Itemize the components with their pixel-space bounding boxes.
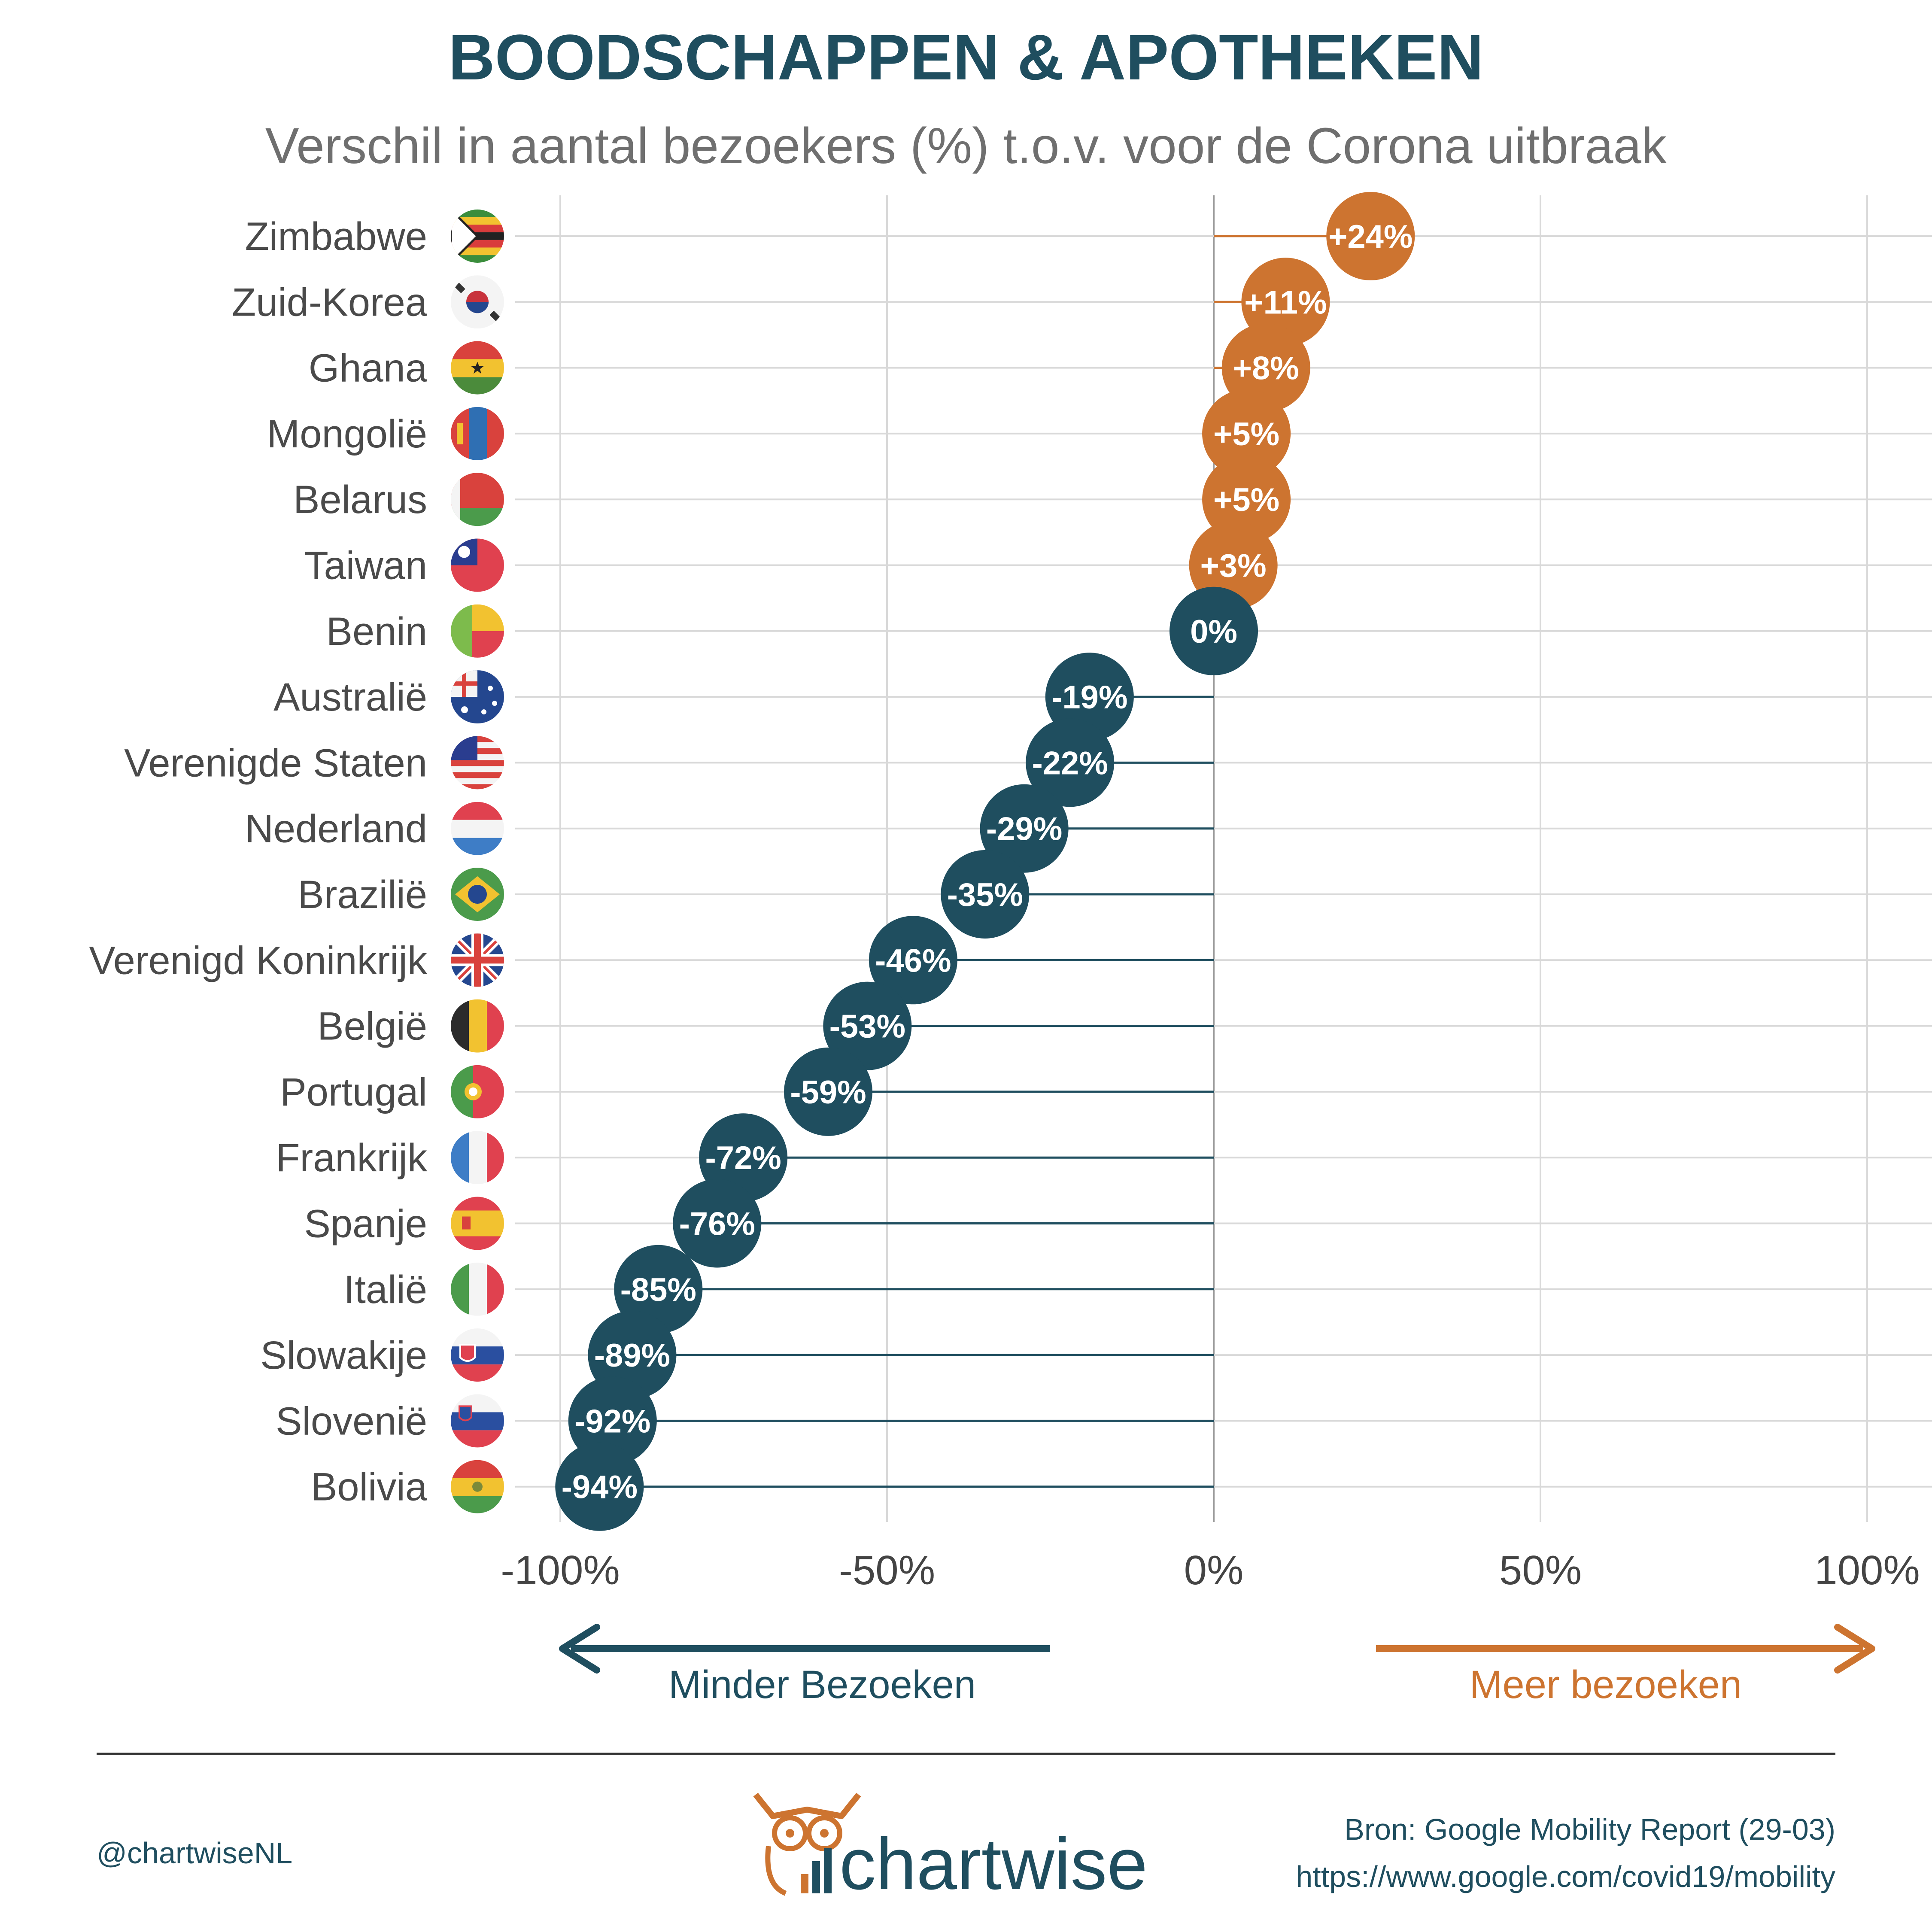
- country-label: Slowakije: [260, 1334, 427, 1377]
- australia-flag-icon: [451, 670, 504, 724]
- value-label: -72%: [705, 1140, 781, 1176]
- more-visitors-label: Meer bezoeken: [1470, 1663, 1742, 1707]
- source-line-2: https://www.google.com/covid19/mobility: [1296, 1860, 1835, 1893]
- country-label: Verenigd Koninkrijk: [89, 939, 428, 982]
- value-label: -92%: [574, 1403, 650, 1440]
- zimbabwe-flag-icon: [451, 210, 504, 263]
- country-label: Spanje: [304, 1202, 427, 1246]
- value-label: +11%: [1244, 284, 1327, 321]
- data-dot: [1326, 192, 1415, 280]
- spain-flag-icon: [451, 1197, 504, 1250]
- country-label: Bolivia: [311, 1465, 428, 1509]
- value-label: -29%: [986, 811, 1062, 848]
- country-label: Mongolië: [267, 412, 427, 456]
- slovenia-flag-icon: [451, 1394, 504, 1448]
- usa-flag-icon: [451, 736, 504, 790]
- italy-flag-icon: [451, 1262, 504, 1316]
- value-label: +24%: [1328, 219, 1413, 255]
- less-visitors-arrow: [559, 1624, 1050, 1674]
- value-label: -85%: [620, 1272, 696, 1308]
- x-tick-label: 100%: [1814, 1547, 1920, 1593]
- value-label: +3%: [1200, 548, 1267, 584]
- mongolia-flag-icon: [451, 407, 504, 460]
- marks: Zimbabwe +24% Zuid-Korea +11% Ghana +8% Mongol…: [89, 192, 1415, 1531]
- x-tick-label: -50%: [839, 1547, 935, 1593]
- data-dot: [568, 1376, 657, 1465]
- data-dot: [555, 1442, 644, 1531]
- country-label: Benin: [326, 610, 427, 653]
- country-label: Taiwan: [304, 544, 427, 588]
- x-axis: -100% -50% 0% 50% 100%: [501, 1547, 1920, 1593]
- country-label: België: [317, 1005, 427, 1048]
- data-dot: [823, 981, 912, 1070]
- source-line-1: Bron: Google Mobility Report (29-03): [1344, 1813, 1835, 1846]
- data-dot: [980, 784, 1069, 873]
- value-label: -76%: [679, 1206, 755, 1242]
- value-label: 0%: [1190, 614, 1237, 650]
- value-label: -89%: [594, 1337, 670, 1374]
- data-dot: [1170, 586, 1258, 675]
- twitter-handle: @chartwiseNL: [97, 1836, 292, 1870]
- value-label: -53%: [829, 1009, 905, 1045]
- country-label: Zuid-Korea: [232, 280, 428, 324]
- netherlands-flag-icon: [451, 802, 504, 855]
- data-dot: [673, 1179, 762, 1268]
- country-label: Brazilië: [298, 873, 427, 917]
- country-label: Verenigde Staten: [124, 741, 427, 785]
- country-label: Slovenië: [276, 1399, 427, 1443]
- x-tick-label: 0%: [1184, 1547, 1244, 1593]
- slovakia-flag-icon: [451, 1328, 504, 1382]
- data-dot: [1202, 389, 1291, 478]
- country-label: Nederland: [245, 807, 427, 851]
- owl-icon: [753, 1792, 861, 1896]
- data-dot: [869, 916, 957, 1005]
- value-label: -22%: [1032, 745, 1108, 781]
- grid: [515, 195, 1932, 1522]
- country-label: Ghana: [309, 346, 428, 390]
- value-label: -59%: [790, 1074, 866, 1111]
- value-label: -35%: [947, 877, 1023, 913]
- country-label: Italië: [344, 1268, 427, 1312]
- data-dot: [1026, 718, 1115, 807]
- belgium-flag-icon: [451, 999, 504, 1053]
- country-label: Zimbabwe: [245, 215, 427, 258]
- data-dot: [941, 850, 1030, 939]
- country-label: Frankrijk: [276, 1136, 428, 1180]
- taiwan-flag-icon: [451, 538, 504, 592]
- less-visitors-label: Minder Bezoeken: [668, 1663, 976, 1707]
- x-tick-label: -100%: [501, 1547, 620, 1593]
- belarus-flag-icon: [451, 473, 504, 526]
- country-label: Portugal: [280, 1070, 427, 1114]
- benin-flag-icon: [451, 604, 504, 658]
- value-label: +5%: [1213, 482, 1279, 518]
- uk-flag-icon: [451, 933, 504, 987]
- data-dot: [1202, 455, 1291, 544]
- value-label: +8%: [1233, 350, 1299, 387]
- logo-text: chartwise: [839, 1823, 1148, 1905]
- country-label: Belarus: [293, 478, 427, 522]
- value-label: -94%: [562, 1469, 638, 1506]
- south-korea-flag-icon: [451, 275, 504, 329]
- x-tick-label: 50%: [1499, 1547, 1582, 1593]
- chart-title: BOODSCHAPPEN & APOTHEKEN: [448, 21, 1483, 93]
- ghana-flag-icon: [451, 341, 504, 395]
- portugal-flag-icon: [451, 1065, 504, 1118]
- value-label: +5%: [1213, 416, 1279, 453]
- value-label: -19%: [1051, 679, 1127, 716]
- data-dot: [784, 1047, 873, 1136]
- chart-subtitle: Verschil in aantal bezoekers (%) t.o.v. …: [265, 118, 1667, 174]
- chartwise-logo: chartwise: [753, 1792, 1148, 1905]
- country-label: Australië: [273, 675, 427, 719]
- brazil-flag-icon: [451, 868, 504, 921]
- france-flag-icon: [451, 1131, 504, 1185]
- flags: [451, 210, 504, 1513]
- more-visitors-arrow: [1376, 1624, 1875, 1674]
- value-label: -46%: [875, 942, 951, 979]
- bolivia-flag-icon: [451, 1460, 504, 1513]
